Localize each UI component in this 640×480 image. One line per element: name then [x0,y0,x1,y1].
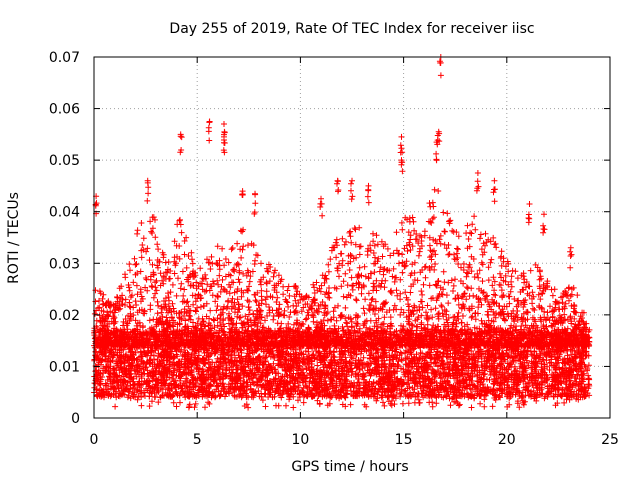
data-point [141,370,148,377]
data-point [546,367,553,373]
data-points [91,54,593,411]
data-point [222,393,228,400]
data-point [124,394,131,401]
data-point [356,379,362,386]
data-point [528,388,535,395]
data-point [314,362,321,369]
data-point [234,366,241,373]
data-point [530,387,537,394]
